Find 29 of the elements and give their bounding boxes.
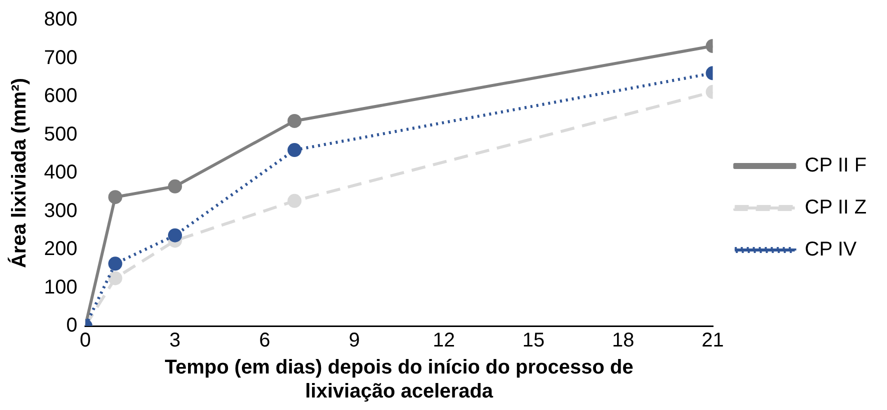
y-tick-label: 0: [66, 314, 78, 337]
legend-label: CP II F: [804, 154, 867, 177]
y-tick-label: 600: [44, 85, 78, 108]
point: [288, 143, 302, 158]
y-tick-label: 400: [44, 162, 78, 184]
y-tick-label: 300: [44, 200, 78, 222]
y-tick-label: 100: [44, 276, 78, 298]
y-tick-label: 500: [44, 123, 78, 146]
y-tick-label: 700: [44, 46, 78, 69]
x-tick-label: 12: [432, 330, 456, 352]
x-tick-label: 15: [522, 330, 545, 352]
x-tick-label: 21: [702, 330, 724, 352]
y-tick-label: 800: [44, 8, 78, 31]
legend-label: CP IV: [804, 238, 858, 261]
point: [108, 271, 122, 286]
x-tick-label: 9: [348, 330, 360, 352]
point: [288, 194, 302, 208]
legend-label: CP II Z: [804, 196, 867, 219]
point: [168, 228, 182, 242]
x-tick-label: 6: [259, 330, 270, 352]
point: [168, 179, 182, 194]
x-tick-label: 18: [612, 330, 634, 352]
y-tick-label: 200: [44, 238, 78, 260]
point: [288, 114, 302, 128]
point: [108, 190, 122, 204]
y-axis-title: Área lixiviada (mm²): [8, 78, 31, 268]
x-tick-label: 3: [169, 330, 181, 352]
point: [108, 256, 122, 271]
x-axis-title: Tempo (em dias) depois do início do processo de lixiviação acelerada: [164, 356, 634, 403]
